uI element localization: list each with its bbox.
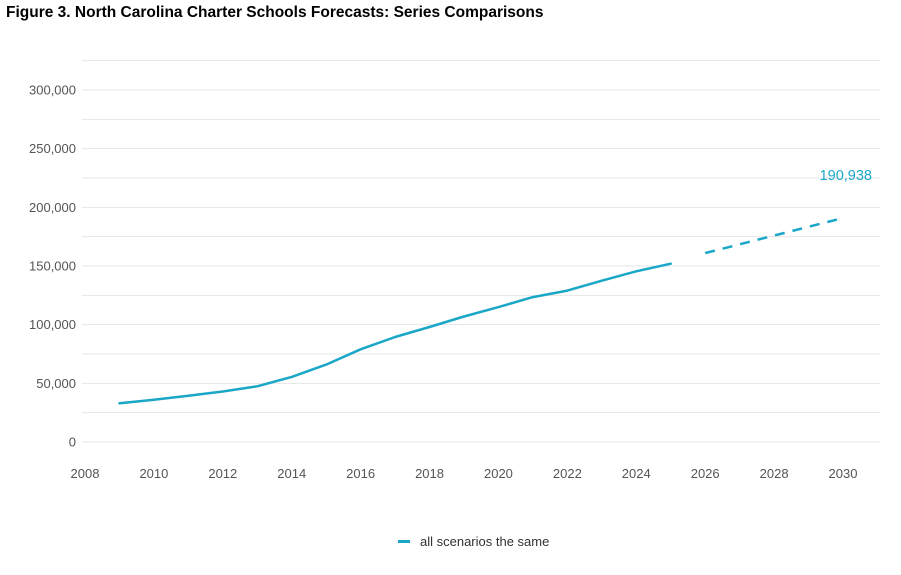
x-tick-label: 2022 [553, 466, 582, 481]
y-tick-label: 300,000 [29, 83, 76, 98]
series-line-forecast [704, 216, 844, 255]
value-annotation: 190,938 [820, 168, 872, 184]
x-tick-label: 2016 [346, 466, 375, 481]
legend: all scenarios the same [398, 534, 549, 549]
y-tick-label: 150,000 [29, 259, 76, 274]
x-tick-label: 2008 [71, 466, 100, 481]
x-tick-label: 2028 [760, 466, 789, 481]
y-tick-label: 200,000 [29, 200, 76, 215]
x-tick-label: 2010 [139, 466, 168, 481]
x-tick-label: 2012 [208, 466, 237, 481]
line-chart: 0 50,000 100,000 150,000 200,000 250,000 300,0… [29, 60, 880, 481]
x-axis-ticks: 2008 2010 2012 2014 2016 2018 2020 2022 2024 2026… [71, 466, 858, 481]
x-tick-label: 2014 [277, 466, 306, 481]
legend-swatch [398, 540, 410, 543]
y-tick-label: 100,000 [29, 317, 76, 332]
x-tick-label: 2018 [415, 466, 444, 481]
x-tick-label: 2026 [691, 466, 720, 481]
gridlines [82, 60, 880, 443]
series-lines [118, 216, 844, 405]
x-tick-label: 2024 [622, 466, 651, 481]
x-tick-label: 2020 [484, 466, 513, 481]
chart-title: Figure 3. North Carolina Charter Schools… [6, 4, 544, 21]
y-tick-label: 0 [69, 435, 76, 450]
x-tick-label: 2030 [829, 466, 858, 481]
y-tick-label: 250,000 [29, 141, 76, 156]
annotations: 190,938 [820, 168, 872, 184]
y-axis-ticks: 0 50,000 100,000 150,000 200,000 250,000 300,0… [29, 83, 76, 450]
series-line-actual [118, 262, 672, 405]
y-tick-label: 50,000 [36, 376, 76, 391]
legend-label: all scenarios the same [420, 534, 550, 549]
